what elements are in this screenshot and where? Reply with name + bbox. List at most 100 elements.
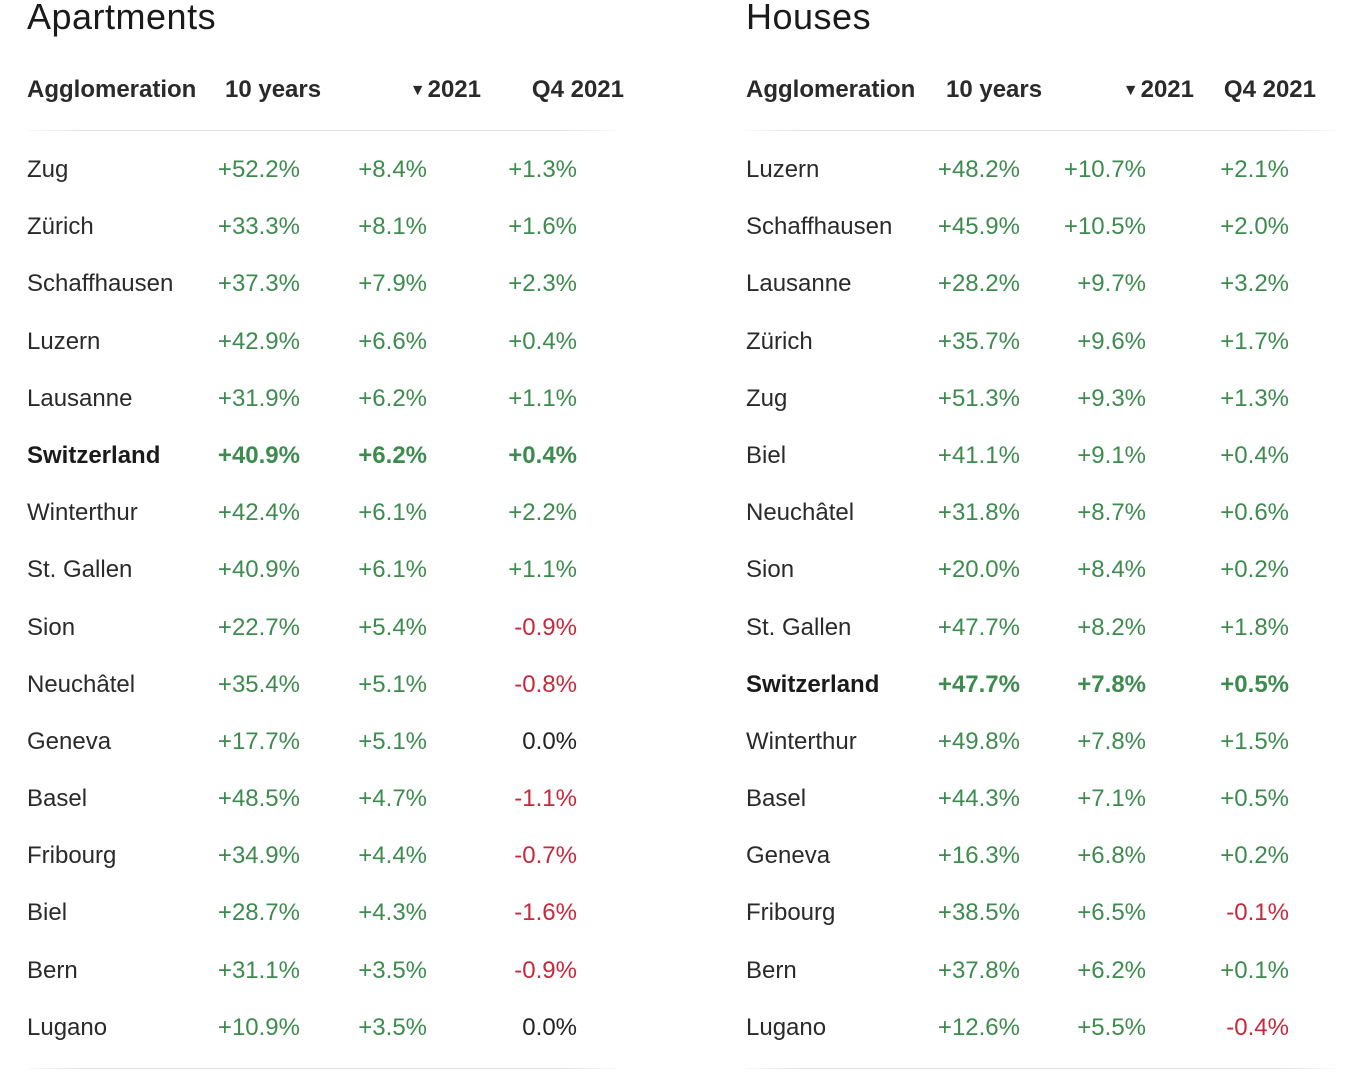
column-header-q4-2021[interactable]: Q4 2021: [531, 76, 624, 103]
ten-years-change-cell: +31.1%: [217, 956, 300, 984]
agglomeration-name-cell: Geneva: [27, 727, 112, 755]
year-2021-change-cell: +7.8%: [1077, 670, 1146, 698]
year-2021-change-cell: +6.2%: [358, 441, 427, 469]
agglomeration-name-cell: St. Gallen: [746, 613, 852, 641]
agglomeration-name-cell: Bern: [27, 956, 78, 984]
q4-2021-change-cell: 0.0%: [522, 727, 577, 755]
table-row: Neuchâtel +31.8% +8.7% +0.6%: [746, 493, 1346, 550]
ten-years-change-cell: +17.7%: [217, 727, 300, 755]
table-row: Lugano +10.9% +3.5% 0.0%: [27, 1008, 627, 1065]
agglomeration-name-cell: Luzern: [27, 327, 101, 355]
agglomeration-name-cell: Zug: [746, 384, 788, 412]
ten-years-change-cell: +42.9%: [217, 327, 300, 355]
column-header-2021[interactable]: ▼2021: [1123, 72, 1194, 109]
q4-2021-change-cell: +1.3%: [508, 156, 577, 183]
q4-2021-change-cell: +2.3%: [508, 270, 577, 298]
table-row: Lugano +12.6% +5.5% -0.4%: [746, 1008, 1346, 1065]
header-divider: [27, 130, 617, 131]
q4-2021-change-cell: -1.1%: [514, 785, 577, 813]
column-header-10-years[interactable]: 10 years: [946, 76, 1043, 103]
year-2021-change-cell: +6.5%: [1077, 899, 1146, 927]
column-header-agglomeration[interactable]: Agglomeration: [27, 76, 197, 103]
column-header-10-years[interactable]: 10 years: [225, 76, 322, 103]
year-2021-change-cell: +6.1%: [358, 499, 427, 527]
ten-years-change-cell: +40.9%: [217, 556, 300, 584]
year-2021-change-cell: +5.1%: [358, 727, 427, 755]
column-header-2021[interactable]: ▼2021: [410, 72, 481, 109]
table-row: Lausanne +28.2% +9.7% +3.2%: [746, 264, 1346, 321]
year-2021-change-cell: +7.9%: [358, 270, 427, 298]
table-title: Houses: [746, 0, 872, 37]
agglomeration-name-cell: Bern: [746, 956, 797, 984]
table-header-row: Agglomeration 10 years ▼2021 Q4 2021: [746, 72, 1346, 108]
ten-years-change-cell: +34.9%: [217, 842, 300, 870]
sort-descending-arrow-icon: ▼: [409, 82, 426, 99]
table-row: Fribourg +38.5% +6.5% -0.1%: [746, 893, 1346, 950]
ten-years-change-cell: +35.7%: [937, 327, 1020, 355]
q4-2021-change-cell: -0.8%: [514, 670, 577, 698]
year-2021-change-cell: +8.2%: [1077, 613, 1146, 641]
column-header-2021-label: 2021: [1140, 76, 1194, 103]
table-row: Switzerland +47.7% +7.8% +0.5%: [746, 665, 1346, 722]
year-2021-change-cell: +9.7%: [1077, 270, 1146, 298]
q4-2021-change-cell: +3.2%: [1220, 270, 1289, 298]
year-2021-change-cell: +8.4%: [358, 156, 427, 183]
table-row: Neuchâtel +35.4% +5.1% -0.8%: [27, 665, 627, 722]
agglomeration-name-cell: Luzern: [746, 156, 820, 183]
year-2021-change-cell: +4.7%: [358, 785, 427, 813]
ten-years-change-cell: +31.9%: [217, 384, 300, 412]
table-row: St. Gallen +40.9% +6.1% +1.1%: [27, 550, 627, 607]
q4-2021-change-cell: +0.4%: [1220, 441, 1289, 469]
year-2021-change-cell: +5.4%: [358, 613, 427, 641]
q4-2021-change-cell: -0.9%: [514, 956, 577, 984]
agglomeration-name-cell: Fribourg: [27, 842, 117, 870]
ten-years-change-cell: +49.8%: [937, 727, 1020, 755]
column-header-agglomeration[interactable]: Agglomeration: [746, 76, 916, 103]
year-2021-change-cell: +6.8%: [1077, 842, 1146, 870]
agglomeration-name-cell: Schaffhausen: [27, 270, 174, 298]
year-2021-change-cell: +4.3%: [358, 899, 427, 927]
q4-2021-change-cell: -0.1%: [1226, 899, 1289, 927]
table-body: Zug +52.2% +8.4% +1.3% Zürich +33.3% +8.1% +1.6…: [27, 150, 627, 1065]
ten-years-change-cell: +33.3%: [217, 213, 300, 241]
agglomeration-name-cell: Winterthur: [746, 727, 857, 755]
ten-years-change-cell: +37.3%: [217, 270, 300, 298]
q4-2021-change-cell: +1.6%: [508, 213, 577, 241]
ten-years-change-cell: +47.7%: [937, 613, 1020, 641]
agglomeration-name-cell: Winterthur: [27, 499, 138, 527]
year-2021-change-cell: +9.6%: [1077, 327, 1146, 355]
ten-years-change-cell: +16.3%: [937, 842, 1020, 870]
year-2021-change-cell: +3.5%: [358, 956, 427, 984]
table-row: Switzerland +40.9% +6.2% +0.4%: [27, 436, 627, 493]
q4-2021-change-cell: -0.9%: [514, 613, 577, 641]
agglomeration-name-cell: Switzerland: [27, 441, 161, 469]
agglomeration-name-cell: St. Gallen: [27, 556, 133, 584]
table-row: Schaffhausen +45.9% +10.5% +2.0%: [746, 207, 1346, 264]
ten-years-change-cell: +28.2%: [937, 270, 1020, 298]
table-header-row: Agglomeration 10 years ▼2021 Q4 2021: [27, 72, 627, 108]
agglomeration-name-cell: Lausanne: [746, 270, 852, 298]
year-2021-change-cell: +4.4%: [358, 842, 427, 870]
sort-descending-arrow-icon: ▼: [1122, 82, 1139, 99]
q4-2021-change-cell: +0.5%: [1220, 785, 1289, 813]
year-2021-change-cell: +8.4%: [1077, 556, 1146, 584]
agglomeration-name-cell: Sion: [746, 556, 795, 584]
q4-2021-change-cell: -0.7%: [514, 842, 577, 870]
agglomeration-name-cell: Schaffhausen: [746, 213, 893, 241]
q4-2021-change-cell: -1.6%: [514, 899, 577, 927]
table-row: Winterthur +49.8% +7.8% +1.5%: [746, 722, 1346, 779]
table-title: Apartments: [27, 0, 217, 37]
q4-2021-change-cell: +2.1%: [1220, 156, 1289, 183]
agglomeration-name-cell: Neuchâtel: [746, 499, 855, 527]
agglomeration-name-cell: Geneva: [746, 842, 831, 870]
agglomeration-name-cell: Neuchâtel: [27, 670, 136, 698]
q4-2021-change-cell: +0.4%: [508, 441, 577, 469]
ten-years-change-cell: +42.4%: [217, 499, 300, 527]
year-2021-change-cell: +3.5%: [358, 1013, 427, 1041]
column-header-q4-2021[interactable]: Q4 2021: [1223, 76, 1316, 103]
ten-years-change-cell: +37.8%: [937, 956, 1020, 984]
footer-divider: [746, 1068, 1336, 1069]
agglomeration-name-cell: Sion: [27, 613, 76, 641]
agglomeration-name-cell: Biel: [746, 441, 787, 469]
q4-2021-change-cell: +1.1%: [508, 384, 577, 412]
